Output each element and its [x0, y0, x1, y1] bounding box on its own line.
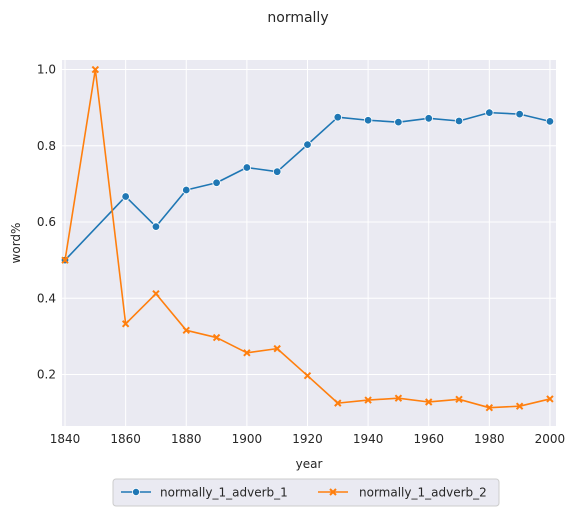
legend: normally_1_adverb_1 normally_1_adverb_2 — [112, 478, 500, 507]
data-point-series-1 — [333, 112, 342, 122]
data-point-series-2 — [212, 333, 221, 342]
x-tick-label: 1980 — [474, 432, 505, 446]
legend-marker-series-1 — [131, 487, 140, 496]
data-point-series-2 — [394, 394, 403, 402]
x-tick-label: 1880 — [171, 432, 202, 446]
data-point-series-1 — [363, 116, 373, 125]
data-point-series-2 — [273, 344, 281, 353]
y-axis-ticks: 0.2 0.4 0.6 0.8 1.0 — [37, 63, 56, 382]
data-point-series-1 — [424, 114, 433, 123]
data-point-series-2 — [485, 403, 494, 412]
data-point-series-1 — [272, 167, 282, 176]
x-tick-label: 1900 — [232, 432, 263, 446]
x-tick-label: 2000 — [535, 432, 566, 446]
data-point-series-2 — [334, 399, 342, 407]
data-point-series-1 — [394, 117, 403, 127]
data-point-series-2 — [243, 349, 251, 357]
x-tick-label: 1860 — [110, 432, 141, 446]
y-tick-label: 1.0 — [37, 63, 56, 77]
x-tick-label: 1960 — [413, 432, 444, 446]
x-axis-label: year — [296, 457, 323, 471]
data-point-series-2 — [364, 396, 372, 404]
x-axis-ticks: 1840 1860 1880 1900 1920 1940 1960 1980 2000 — [50, 432, 565, 446]
data-point-series-1 — [121, 192, 130, 201]
y-axis-label: word% — [9, 223, 23, 264]
data-point-series-2 — [182, 326, 190, 335]
series-line-1 — [64, 111, 551, 261]
series-layer — [60, 65, 555, 412]
data-point-series-1 — [212, 178, 221, 187]
data-point-series-2 — [152, 289, 160, 298]
data-point-series-1 — [515, 109, 524, 119]
chart-title: normally — [267, 10, 328, 26]
data-point-series-1 — [182, 185, 191, 195]
y-tick-label: 0.8 — [37, 139, 56, 153]
legend-label-series-2: normally_1_adverb_2 — [359, 486, 487, 500]
plot-area — [62, 60, 556, 426]
data-point-series-2 — [546, 395, 554, 403]
data-point-series-1 — [545, 117, 555, 126]
data-point-series-1 — [454, 116, 464, 126]
x-tick-label: 1840 — [50, 432, 81, 446]
x-tick-label: 1940 — [353, 432, 384, 446]
data-point-series-2 — [515, 402, 524, 410]
data-point-series-2 — [425, 398, 433, 406]
data-point-series-2 — [61, 256, 69, 264]
x-tick-label: 1920 — [292, 432, 323, 446]
data-point-series-1 — [303, 140, 312, 149]
data-point-series-1 — [242, 163, 252, 172]
y-tick-label: 0.2 — [37, 368, 56, 382]
data-point-series-1 — [151, 222, 161, 231]
y-tick-label: 0.4 — [37, 291, 56, 305]
data-point-series-2 — [91, 65, 100, 74]
data-point-series-2 — [121, 320, 130, 328]
data-point-series-2 — [303, 371, 312, 380]
data-point-series-1 — [485, 108, 494, 117]
legend-box — [112, 478, 500, 507]
legend-label-series-1: normally_1_adverb_1 — [160, 486, 288, 500]
data-point-series-2 — [455, 395, 463, 404]
y-tick-label: 0.6 — [37, 215, 56, 229]
legend-marker-series-2 — [329, 488, 337, 496]
